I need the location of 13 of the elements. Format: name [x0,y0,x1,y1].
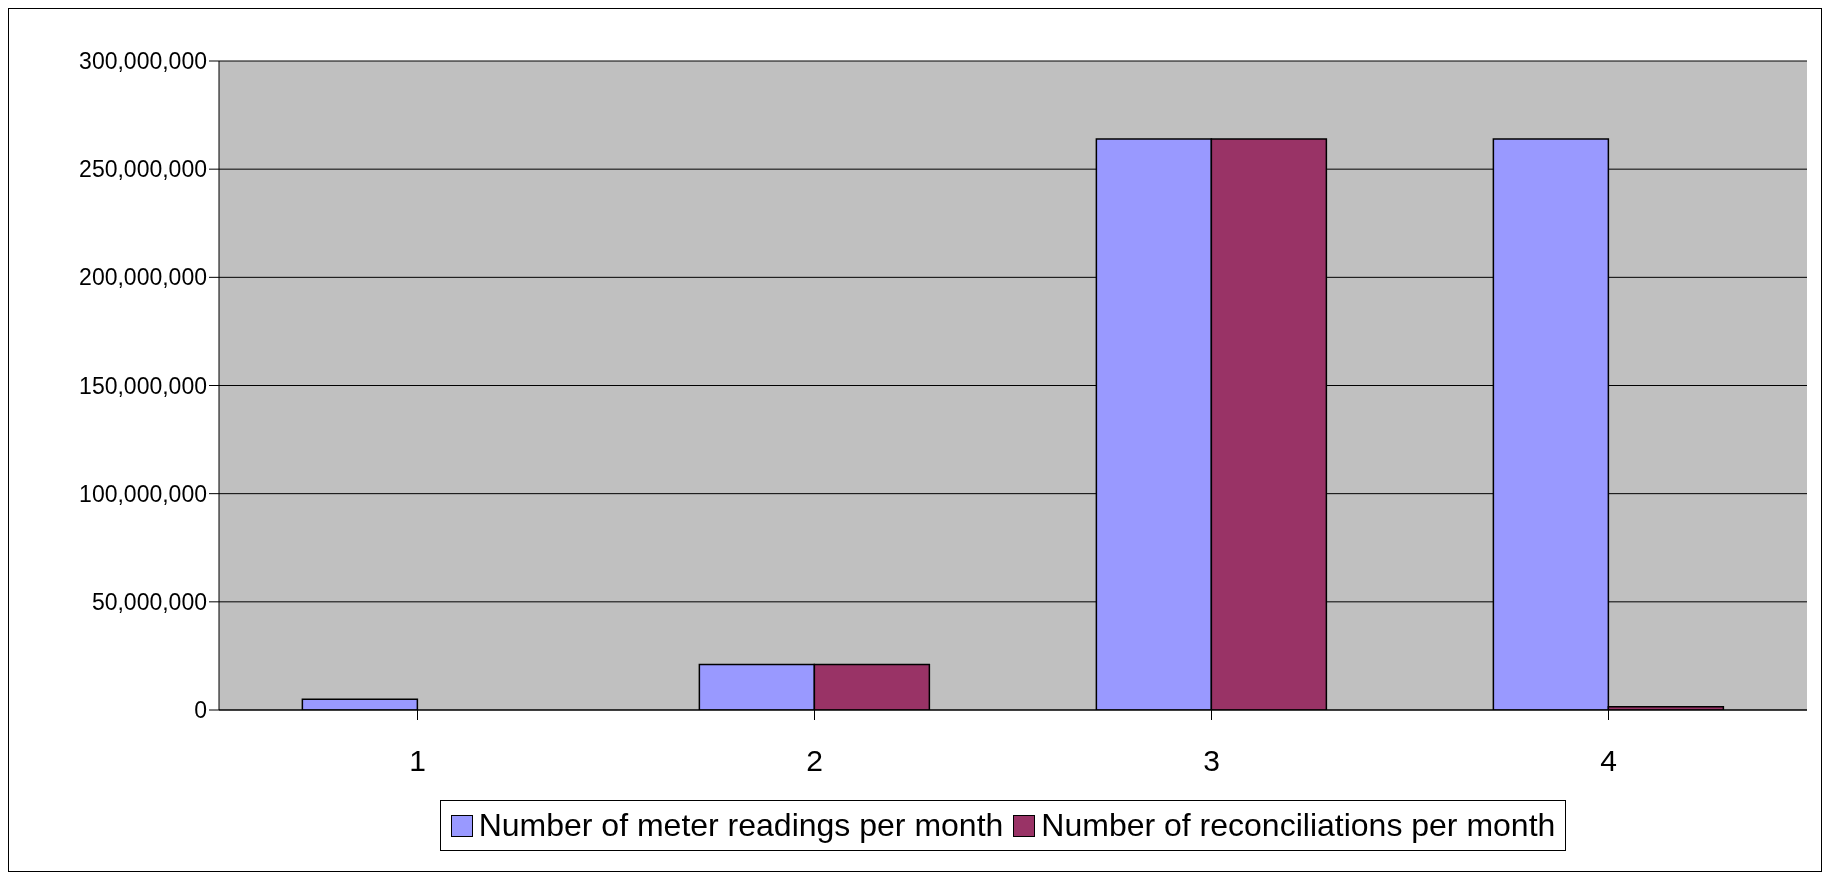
legend-label: Number of meter readings per month [477,807,1004,844]
x-tick-label: 3 [1203,744,1220,778]
x-tick-label: 4 [1600,744,1617,778]
y-tick-label: 150,000,000 [79,372,207,399]
x-tick-label: 2 [806,744,823,778]
y-tick-label: 100,000,000 [79,480,207,507]
y-tick-label: 0 [194,697,207,724]
y-tick-label: 200,000,000 [79,264,207,291]
x-tick-label: 1 [409,744,426,778]
y-tick-label: 50,000,000 [91,589,207,615]
legend-label: Number of reconciliations per month [1040,807,1556,844]
y-tick-label: 300,000,000 [79,48,207,75]
y-tick-label: 250,000,000 [79,156,207,183]
